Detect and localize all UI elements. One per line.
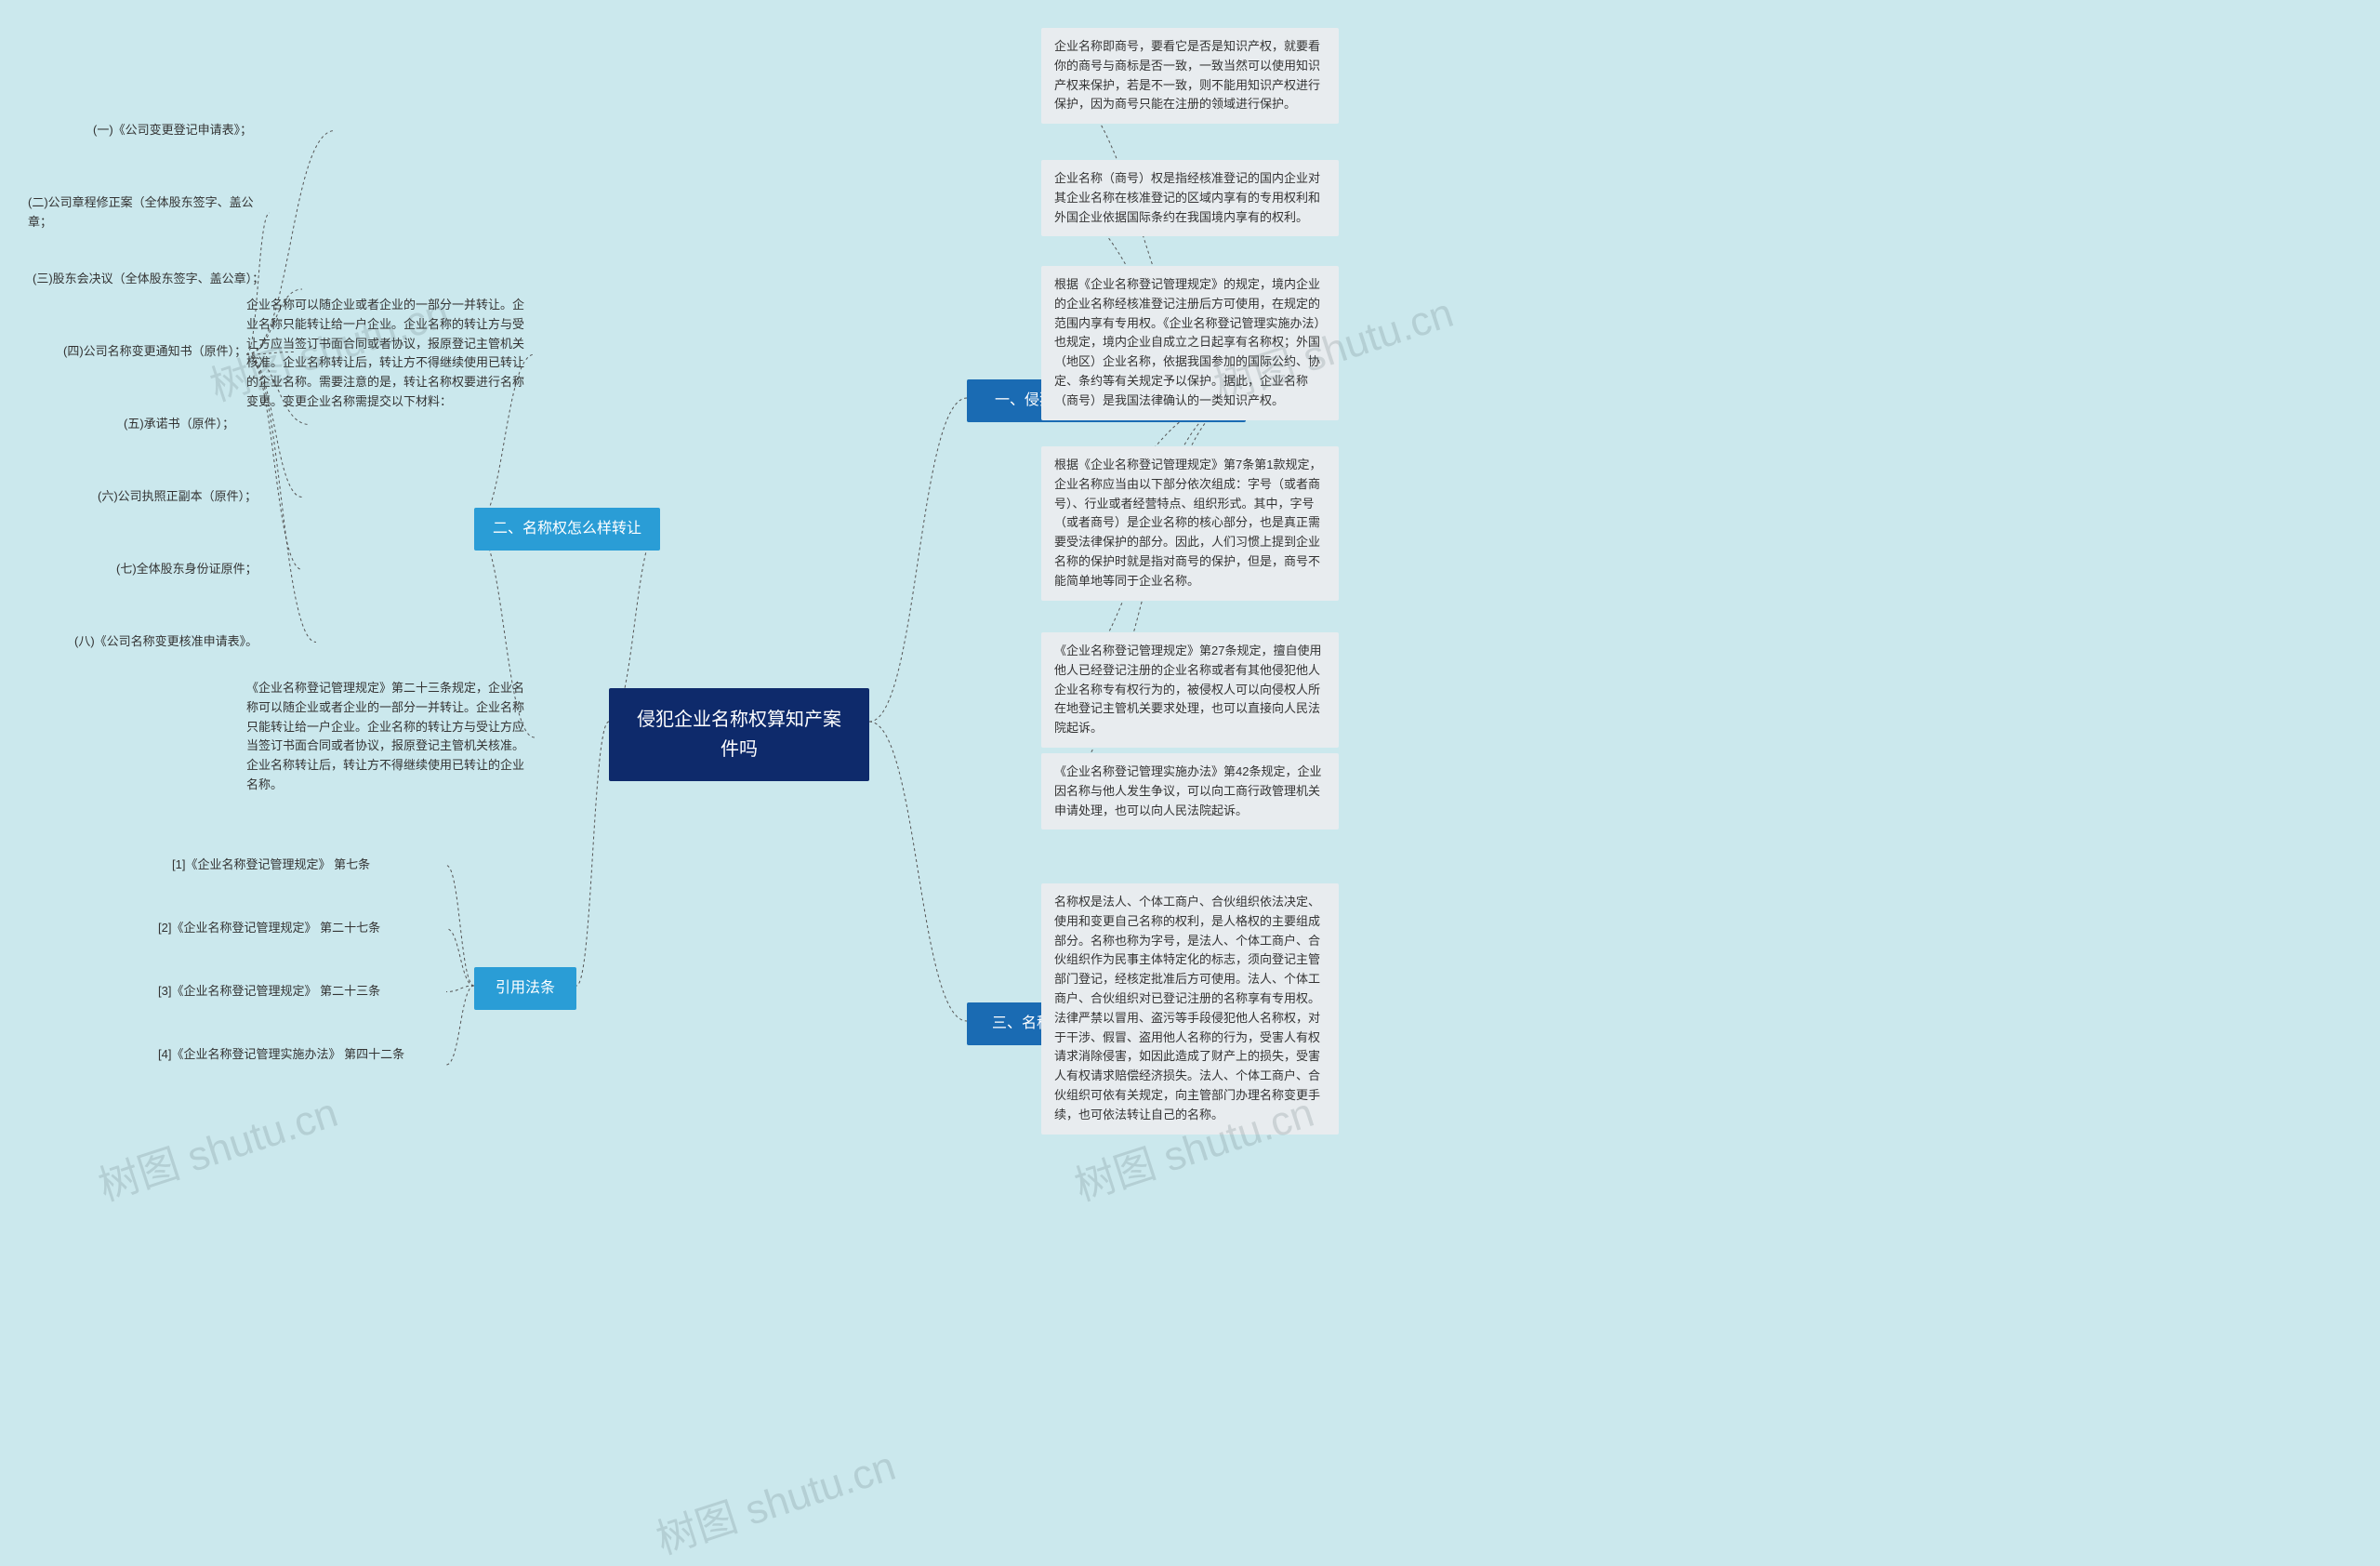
b2c1e: (五)承诺书（原件）； — [124, 415, 310, 434]
b2c1g: (七)全体股东身份证原件； — [116, 560, 302, 579]
b2c1b: (二)公司章程修正案（全体股东签字、盖公章； — [28, 193, 270, 232]
b3c1: 名称权是法人、个体工商户、合伙组织依法决定、使用和变更自己名称的权利，是人格权的… — [1041, 883, 1339, 1135]
b1c1: 企业名称即商号，要看它是否是知识产权，就要看你的商号与商标是否一致，一致当然可以… — [1041, 28, 1339, 124]
b2c1d: (四)公司名称变更通知书（原件）； — [63, 342, 296, 362]
b1c3: 根据《企业名称登记管理规定》的规定，境内企业的企业名称经核准登记注册后方可使用，… — [1041, 266, 1339, 420]
b2c1f: (六)公司执照正副本（原件）； — [98, 487, 302, 507]
b1c2: 企业名称（商号）权是指经核准登记的国内企业对其企业名称在核准登记的区域内享有的专… — [1041, 160, 1339, 236]
root: 侵犯企业名称权算知产案件吗 — [609, 688, 869, 781]
b4c3: [3]《企业名称登记管理规定》 第二十三条 — [158, 982, 446, 1002]
b1c4: 根据《企业名称登记管理规定》第7条第1款规定，企业名称应当由以下部分依次组成：字… — [1041, 446, 1339, 601]
b4: 引用法条 — [474, 967, 576, 1010]
b4c1: [1]《企业名称登记管理规定》 第七条 — [172, 856, 446, 875]
b4c2: [2]《企业名称登记管理规定》 第二十七条 — [158, 919, 446, 938]
b2: 二、名称权怎么样转让 — [474, 508, 660, 551]
b2c1h: (八)《公司名称变更核准申请表》。 — [74, 632, 316, 652]
b2c2: 《企业名称登记管理规定》第二十三条规定，企业名称可以随企业或者企业的一部分一并转… — [246, 679, 535, 795]
b1c5: 《企业名称登记管理规定》第27条规定，擅自使用他人已经登记注册的企业名称或者有其… — [1041, 632, 1339, 748]
b2c1a: (一)《公司变更登记申请表》； — [93, 121, 335, 140]
b1c6: 《企业名称登记管理实施办法》第42条规定，企业因名称与他人发生争议，可以向工商行… — [1041, 753, 1339, 829]
b4c4: [4]《企业名称登记管理实施办法》 第四十二条 — [158, 1045, 446, 1065]
b2c1c: (三)股东会决议（全体股东签字、盖公章）； — [33, 270, 302, 289]
